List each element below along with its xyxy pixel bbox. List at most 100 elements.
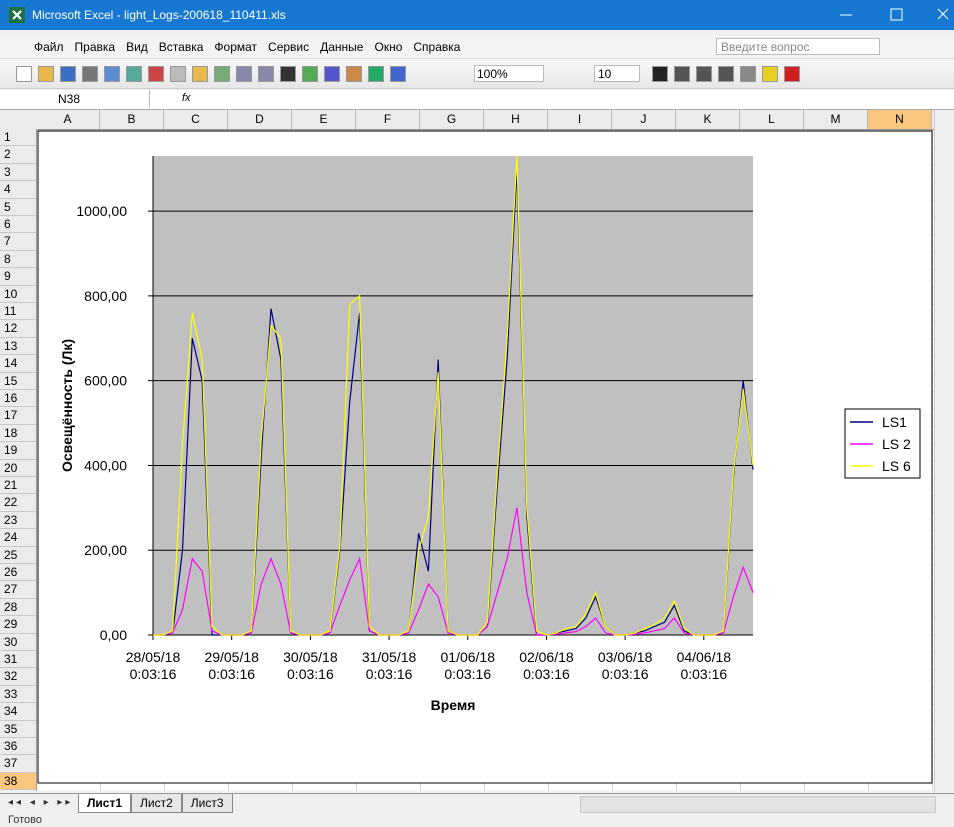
row-header[interactable]: 28: [0, 599, 36, 617]
row-header[interactable]: 30: [0, 634, 36, 651]
row-header[interactable]: 5: [0, 199, 36, 216]
toolbar-button[interactable]: [718, 66, 734, 82]
toolbar-button[interactable]: [192, 66, 208, 82]
row-header[interactable]: 25: [0, 547, 36, 564]
toolbar-button[interactable]: [696, 66, 712, 82]
toolbar-button[interactable]: [674, 66, 690, 82]
vertical-scrollbar[interactable]: [934, 110, 954, 793]
row-header[interactable]: 33: [0, 686, 36, 704]
row-header[interactable]: 16: [0, 390, 36, 408]
plot-area: [153, 156, 753, 635]
row-header[interactable]: 34: [0, 703, 36, 721]
toolbar-button[interactable]: [280, 66, 296, 82]
toolbar-button[interactable]: [762, 66, 778, 82]
app-icon: [9, 7, 25, 23]
tab-nav[interactable]: ◂◂ ◂ ▸ ▸▸: [8, 797, 74, 808]
menu-item[interactable]: Справка: [413, 40, 461, 54]
toolbar-button[interactable]: [60, 66, 76, 82]
row-header[interactable]: 31: [0, 651, 36, 669]
row-header[interactable]: 12: [0, 320, 36, 338]
column-header[interactable]: H: [484, 110, 548, 129]
row-header[interactable]: 32: [0, 668, 36, 686]
toolbar-button[interactable]: [784, 66, 800, 82]
column-header[interactable]: A: [36, 110, 100, 129]
toolbar-button[interactable]: [390, 66, 406, 82]
menu-item[interactable]: Вид: [126, 40, 148, 54]
toolbar-button[interactable]: [214, 66, 230, 82]
column-header[interactable]: C: [164, 110, 228, 129]
row-header[interactable]: 23: [0, 512, 36, 530]
toolbar-button[interactable]: [104, 66, 120, 82]
row-header[interactable]: 17: [0, 407, 36, 425]
toolbar-button[interactable]: [368, 66, 384, 82]
column-header[interactable]: B: [100, 110, 164, 129]
toolbar-button[interactable]: [38, 66, 54, 82]
row-header[interactable]: 24: [0, 529, 36, 547]
menu-item[interactable]: Формат: [214, 40, 258, 54]
row-header[interactable]: 38: [0, 772, 36, 791]
menu-item[interactable]: Правка: [74, 40, 116, 54]
row-header[interactable]: 18: [0, 425, 36, 443]
toolbar-button[interactable]: [236, 66, 252, 82]
column-header[interactable]: N: [868, 110, 932, 129]
row-header[interactable]: 11: [0, 303, 36, 321]
row-header[interactable]: 13: [0, 338, 36, 356]
toolbar-button[interactable]: [82, 66, 98, 82]
question-box[interactable]: Введите вопрос: [716, 38, 880, 55]
column-header[interactable]: J: [612, 110, 676, 129]
column-header[interactable]: F: [356, 110, 420, 129]
toolbar-button[interactable]: [324, 66, 340, 82]
row-header[interactable]: 27: [0, 581, 36, 599]
sheet-tab[interactable]: Лист3: [181, 794, 233, 813]
column-header[interactable]: K: [676, 110, 740, 129]
row-header[interactable]: 15: [0, 373, 36, 390]
column-header[interactable]: G: [420, 110, 484, 129]
menu-item[interactable]: Вставка: [158, 40, 204, 54]
window-controls[interactable]: [830, 0, 954, 30]
row-header[interactable]: 14: [0, 355, 36, 373]
row-header[interactable]: 20: [0, 460, 36, 477]
row-header[interactable]: 9: [0, 268, 36, 286]
row-header[interactable]: 3: [0, 164, 36, 182]
menu-item[interactable]: Файл: [34, 40, 64, 54]
toolbar-button[interactable]: [126, 66, 142, 82]
font-size-box[interactable]: 10: [594, 65, 640, 82]
row-header[interactable]: 1: [0, 129, 36, 147]
row-header[interactable]: 36: [0, 738, 36, 756]
row-header[interactable]: 7: [0, 233, 36, 251]
toolbar-button[interactable]: [346, 66, 362, 82]
row-header[interactable]: 37: [0, 755, 36, 773]
row-header[interactable]: 19: [0, 442, 36, 460]
column-header[interactable]: E: [292, 110, 356, 129]
row-header[interactable]: 22: [0, 494, 36, 512]
toolbar-button[interactable]: [302, 66, 318, 82]
zoom-box[interactable]: 100%: [474, 65, 544, 82]
sheet-tab[interactable]: Лист1: [78, 794, 132, 813]
column-header[interactable]: M: [804, 110, 868, 129]
row-header[interactable]: 2: [0, 146, 36, 164]
fx-button[interactable]: fx: [182, 92, 191, 104]
menu-item[interactable]: Сервис: [268, 40, 310, 54]
menu-item[interactable]: Окно: [374, 40, 403, 54]
row-header[interactable]: 10: [0, 286, 36, 303]
row-header[interactable]: 26: [0, 564, 36, 582]
row-header[interactable]: 35: [0, 721, 36, 738]
row-header[interactable]: 4: [0, 181, 36, 199]
row-header[interactable]: 8: [0, 251, 36, 269]
row-header[interactable]: 6: [0, 216, 36, 234]
column-header[interactable]: L: [740, 110, 804, 129]
toolbar-button[interactable]: [16, 66, 32, 82]
row-header[interactable]: 29: [0, 616, 36, 634]
toolbar-button[interactable]: [652, 66, 668, 82]
toolbar-button[interactable]: [148, 66, 164, 82]
row-header[interactable]: 21: [0, 477, 36, 495]
sheet-tab[interactable]: Лист2: [131, 794, 182, 813]
name-box[interactable]: N38: [38, 90, 150, 108]
menu-item[interactable]: Данные: [320, 40, 364, 54]
column-header[interactable]: I: [548, 110, 612, 129]
horizontal-scrollbar[interactable]: [580, 796, 936, 813]
toolbar-button[interactable]: [740, 66, 756, 82]
toolbar-button[interactable]: [258, 66, 274, 82]
column-header[interactable]: D: [228, 110, 292, 129]
toolbar-button[interactable]: [170, 66, 186, 82]
